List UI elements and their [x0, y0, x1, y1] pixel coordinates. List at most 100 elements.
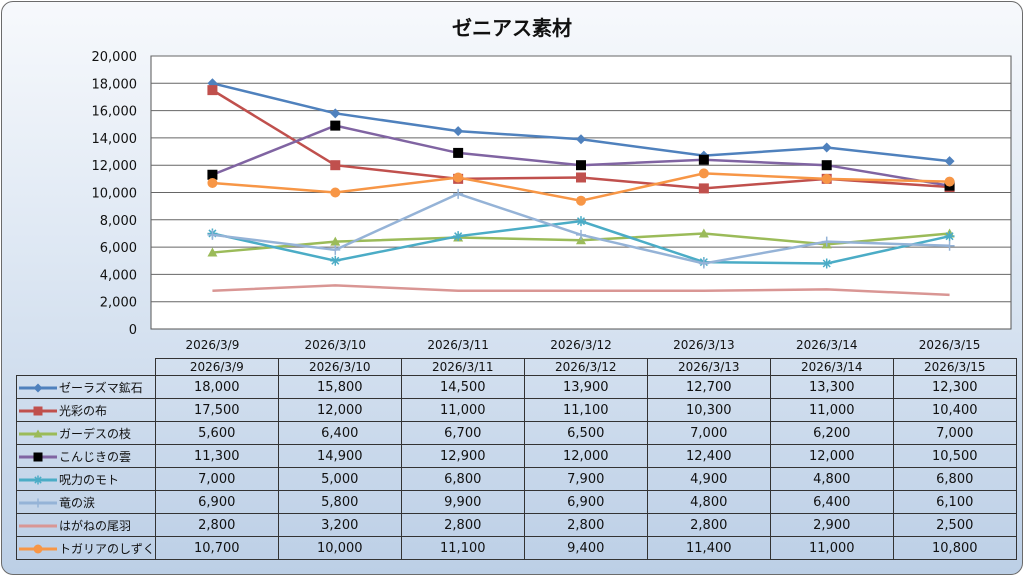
- y-tick-label: 4,000: [100, 268, 137, 283]
- diamond-marker: [33, 383, 43, 393]
- circle-marker: [207, 177, 218, 188]
- series-5: [207, 188, 955, 269]
- table-cell: 6,700: [400, 421, 525, 445]
- table-cell: 10,000: [277, 536, 402, 560]
- table-cell: 14,900: [277, 444, 402, 468]
- table-cell: 11,000: [769, 536, 894, 560]
- plus-marker: [330, 244, 341, 255]
- x-tick-label: 2026/3/15: [919, 338, 981, 352]
- square-marker: [576, 160, 586, 171]
- diamond-marker: [944, 156, 955, 167]
- asterisk-marker: [821, 258, 832, 269]
- table-cell: 6,100: [892, 490, 1017, 514]
- plus-marker: [821, 236, 832, 247]
- asterisk-marker: [33, 475, 43, 485]
- column-header: 2026/3/9: [154, 358, 279, 376]
- table-cell: 11,100: [400, 536, 525, 560]
- series-name: ガーデスの枝: [59, 426, 132, 441]
- table-cell: 2,800: [646, 513, 771, 537]
- table-cell: 12,000: [277, 398, 402, 422]
- table-cell: 6,800: [892, 467, 1017, 491]
- square-marker: [821, 160, 832, 171]
- legend-key-icon: [19, 452, 57, 462]
- y-tick-label: 2,000: [100, 296, 137, 311]
- asterisk-marker: [944, 231, 955, 242]
- diamond-marker: [453, 126, 464, 137]
- series-label: ゼーラズマ鉱石: [16, 375, 156, 399]
- y-tick-label: 10,000: [92, 187, 138, 202]
- circle-marker: [453, 172, 464, 183]
- plus-marker: [33, 498, 43, 508]
- plus-marker: [944, 240, 955, 251]
- legend-key-icon: [19, 429, 57, 438]
- circle-marker: [698, 168, 709, 179]
- plus-marker: [698, 258, 709, 269]
- table-cell: 2,800: [523, 513, 648, 537]
- table-cell: 2,800: [400, 513, 525, 537]
- series-label: 呪力のモト: [16, 467, 156, 491]
- table-cell: 10,800: [892, 536, 1017, 560]
- table-cell: 4,800: [646, 490, 771, 514]
- asterisk-marker: [330, 255, 341, 266]
- series-name: 呪力のモト: [59, 472, 120, 487]
- square-marker: [207, 169, 218, 180]
- legend-key-icon: [19, 406, 57, 416]
- series-label: はがねの尾羽: [16, 513, 156, 537]
- table-cell: 13,300: [769, 375, 894, 399]
- square-marker: [33, 406, 43, 416]
- y-tick-label: 18,000: [92, 77, 138, 92]
- table-row: 呪力のモト 7,000 5,000 6,800 7,900 4,900 4,800 6,800: [16, 467, 1017, 491]
- circle-marker: [944, 176, 955, 187]
- table-row: 光彩の布 17,500 12,000 11,000 11,100 10,300 11,000…: [16, 398, 1017, 422]
- table-cell: 9,400: [523, 536, 648, 560]
- x-tick-label: 2026/3/12: [550, 338, 612, 352]
- square-marker: [698, 183, 709, 194]
- table-row: こんじきの雲 11,300 14,900 12,900 12,000 12,400 12,0…: [16, 444, 1017, 468]
- plus-marker: [453, 188, 464, 199]
- table-cell: 17,500: [154, 398, 279, 422]
- series-name: 光彩の布: [59, 403, 108, 418]
- column-header: 2026/3/13: [646, 358, 771, 376]
- table-cell: 11,000: [769, 398, 894, 422]
- square-marker: [330, 160, 341, 171]
- column-header: 2026/3/14: [769, 358, 894, 376]
- plus-marker: [576, 229, 586, 240]
- x-tick-label: 2026/3/13: [673, 338, 735, 352]
- column-header: 2026/3/11: [400, 358, 525, 376]
- table-row: ゼーラズマ鉱石 18,000 15,800 14,500 13,900 12,700 13,…: [16, 375, 1017, 399]
- table-cell: 5,800: [277, 490, 402, 514]
- table-cell: 12,300: [892, 375, 1017, 399]
- table-cell: 2,900: [769, 513, 894, 537]
- table-cell: 6,400: [277, 421, 402, 445]
- legend-key-icon: [19, 383, 57, 393]
- series-7: [207, 168, 955, 206]
- chart-title: ゼニアス素材: [452, 16, 572, 40]
- legend-key-icon: [19, 544, 57, 554]
- table-cell: 10,500: [892, 444, 1017, 468]
- table-cell: 5,000: [277, 467, 402, 491]
- header-blank: [16, 358, 156, 376]
- table-cell: 7,000: [154, 467, 279, 491]
- x-tick-label: 2026/3/9: [185, 338, 239, 352]
- table-cell: 10,400: [892, 398, 1017, 422]
- table-cell: 18,000: [154, 375, 279, 399]
- diamond-marker: [821, 142, 832, 153]
- table-cell: 12,900: [400, 444, 525, 468]
- table-cell: 9,900: [400, 490, 525, 514]
- data-table: 2026/3/9 2026/3/10 2026/3/11 2026/3/12 2026/…: [16, 358, 1017, 560]
- table-cell: 10,300: [646, 398, 771, 422]
- triangle-marker: [33, 429, 43, 438]
- y-tick-label: 12,000: [92, 159, 138, 174]
- table-cell: 10,700: [154, 536, 279, 560]
- circle-marker: [821, 173, 832, 184]
- table-cell: 12,000: [523, 444, 648, 468]
- series-label: 光彩の布: [16, 398, 156, 422]
- table-cell: 6,400: [769, 490, 894, 514]
- triangle-marker: [698, 228, 709, 238]
- table-cell: 12,400: [646, 444, 771, 468]
- circle-marker: [330, 187, 341, 198]
- series-0: [207, 78, 955, 167]
- table-cell: 7,900: [523, 467, 648, 491]
- column-header: 2026/3/12: [523, 358, 648, 376]
